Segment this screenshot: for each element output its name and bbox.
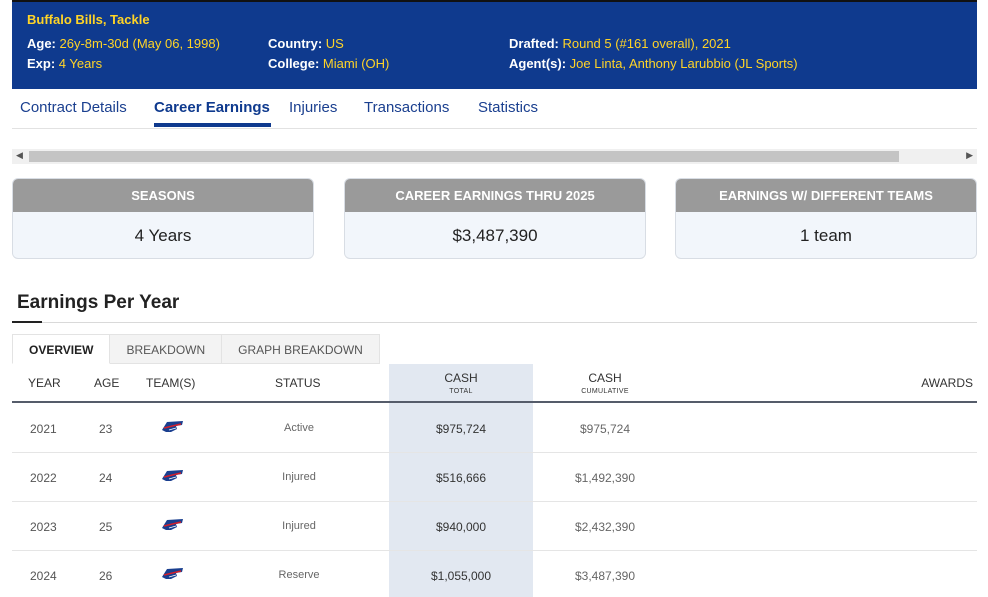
- row-cumulative: $1,492,390: [574, 471, 636, 485]
- subtab-overview[interactable]: OVERVIEW: [12, 334, 111, 364]
- seasons-card: SEASONS 4 Years: [12, 178, 314, 259]
- table-row: 2021 23 Active $975,724 $975,724: [12, 404, 977, 453]
- earnings-subtabs: OVERVIEW BREAKDOWN GRAPH BREAKDOWN: [12, 334, 380, 364]
- tab-career-earnings[interactable]: Career Earnings: [154, 99, 270, 116]
- header-age[interactable]: AGE: [94, 376, 120, 390]
- tab-statistics[interactable]: Statistics: [478, 99, 539, 116]
- teams-card-label: EARNINGS W/ DIFFERENT TEAMS: [676, 179, 976, 212]
- teams-card-value: 1 team: [800, 226, 852, 245]
- scroll-right-icon[interactable]: ▶: [966, 150, 973, 160]
- table-header: YEAR AGE TEAM(S) STATUS CASH TOTAL CASH …: [12, 364, 977, 403]
- section-accent: [12, 321, 42, 323]
- row-age: 24: [99, 471, 113, 485]
- college-value: Miami (OH): [322, 56, 390, 71]
- table-row: 2023 25 Injured $940,000 $2,432,390: [12, 502, 977, 551]
- row-status: Injured: [282, 520, 316, 532]
- agents-row: Agent(s): Joe Linta, Anthony Larubbio (J…: [509, 56, 798, 71]
- agents-label: Agent(s):: [509, 56, 567, 71]
- bills-logo-icon[interactable]: [161, 468, 185, 487]
- seasons-card-value: 4 Years: [134, 226, 192, 245]
- seasons-card-label: SEASONS: [13, 179, 313, 212]
- player-header: Buffalo Bills, Tackle Age: 26y-8m-30d (M…: [12, 0, 977, 89]
- header-cum-label: CASH: [588, 371, 622, 385]
- header-year[interactable]: YEAR: [28, 376, 61, 390]
- drafted-row: Drafted: Round 5 (#161 overall), 2021: [509, 36, 731, 51]
- row-cumulative: $3,487,390: [574, 569, 636, 583]
- row-status: Active: [284, 422, 314, 434]
- horizontal-scrollbar[interactable]: ◀ ▶: [12, 149, 977, 164]
- teams-card: EARNINGS W/ DIFFERENT TEAMS 1 team: [675, 178, 977, 259]
- row-status: Injured: [282, 471, 316, 483]
- section-title: Earnings Per Year: [17, 292, 180, 313]
- row-year: 2023: [30, 520, 57, 534]
- header-cash-total[interactable]: CASH TOTAL: [389, 372, 533, 398]
- career-earnings-card: CAREER EARNINGS THRU 2025 $3,487,390: [344, 178, 646, 259]
- row-cumulative: $975,724: [579, 422, 631, 436]
- profile-tabs: Contract Details Career Earnings Injurie…: [12, 89, 977, 129]
- drafted-value: Round 5 (#161 overall), 2021: [562, 36, 731, 51]
- table-row: 2022 24 Injured $516,666 $1,492,390: [12, 453, 977, 502]
- header-status[interactable]: STATUS: [275, 376, 321, 390]
- row-year: 2021: [30, 422, 57, 436]
- header-cash-cumulative[interactable]: CASH CUMULATIVE: [533, 372, 677, 398]
- drafted-label: Drafted:: [509, 36, 559, 51]
- row-age: 25: [99, 520, 113, 534]
- section-divider: [12, 322, 977, 323]
- scroll-left-icon[interactable]: ◀: [16, 150, 23, 160]
- row-cash: $1,055,000: [430, 569, 492, 583]
- tab-injuries[interactable]: Injuries: [289, 99, 338, 116]
- header-teams: TEAM(S): [146, 376, 196, 390]
- college-row: College: Miami (OH): [268, 56, 389, 71]
- career-earnings-card-value: $3,487,390: [452, 226, 538, 245]
- bills-logo-icon[interactable]: [161, 517, 185, 536]
- college-label: College:: [268, 56, 320, 71]
- player-title: Buffalo Bills, Tackle: [27, 12, 150, 27]
- header-awards[interactable]: AWARDS: [921, 376, 973, 390]
- exp-row: Exp: 4 Years: [27, 56, 102, 71]
- career-earnings-card-label: CAREER EARNINGS THRU 2025: [345, 179, 645, 212]
- row-year: 2024: [30, 569, 57, 583]
- bills-logo-icon[interactable]: [161, 419, 185, 438]
- exp-label: Exp:: [27, 56, 56, 71]
- row-age: 23: [99, 422, 113, 436]
- row-cumulative: $2,432,390: [574, 520, 636, 534]
- header-cash-sublabel: TOTAL: [449, 388, 473, 395]
- country-row: Country: US: [268, 36, 344, 51]
- exp-value: 4 Years: [58, 56, 103, 71]
- scrollbar-thumb[interactable]: [29, 151, 899, 162]
- country-label: Country:: [268, 36, 323, 51]
- header-cash-label: CASH: [444, 371, 478, 385]
- table-row: 2024 26 Reserve $1,055,000 $3,487,390: [12, 551, 977, 597]
- row-cash: $975,724: [435, 422, 487, 436]
- country-value: US: [325, 36, 344, 51]
- subtab-graph-breakdown[interactable]: GRAPH BREAKDOWN: [222, 334, 380, 364]
- age-label: Age:: [27, 36, 56, 51]
- active-tab-indicator: [154, 123, 271, 127]
- row-cash: $516,666: [435, 471, 487, 485]
- tab-transactions[interactable]: Transactions: [364, 99, 450, 116]
- row-age: 26: [99, 569, 113, 583]
- bills-logo-icon[interactable]: [161, 566, 185, 585]
- row-status: Reserve: [278, 569, 320, 581]
- agents-value[interactable]: Joe Linta, Anthony Larubbio (JL Sports): [569, 56, 798, 71]
- row-year: 2022: [30, 471, 57, 485]
- row-cash: $940,000: [435, 520, 487, 534]
- header-cum-sublabel: CUMULATIVE: [581, 388, 629, 395]
- tab-contract-details[interactable]: Contract Details: [20, 99, 127, 116]
- age-value: 26y-8m-30d (May 06, 1998): [59, 36, 220, 51]
- subtab-breakdown[interactable]: BREAKDOWN: [110, 334, 223, 364]
- age-row: Age: 26y-8m-30d (May 06, 1998): [27, 36, 220, 51]
